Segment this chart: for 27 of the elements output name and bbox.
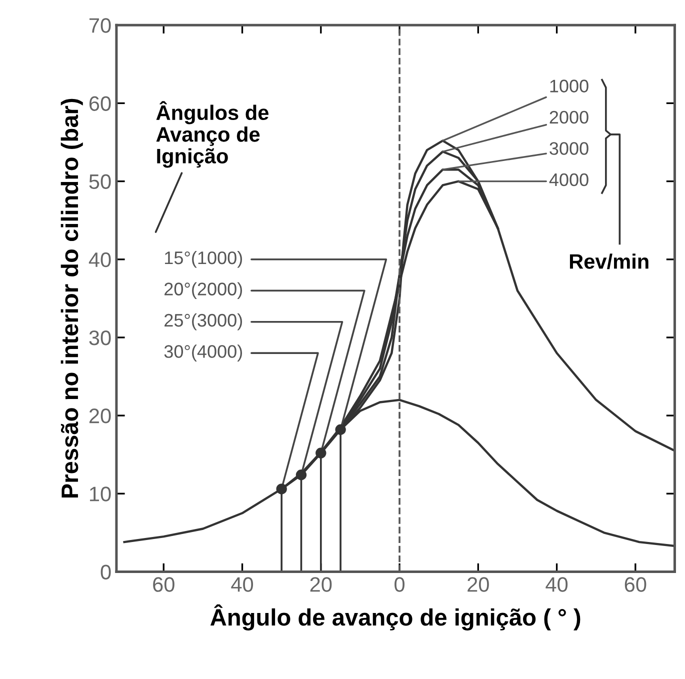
- x-tick-label: 0: [394, 577, 404, 592]
- text: 3000: [550, 142, 588, 155]
- x-tick-label: 40: [231, 577, 254, 592]
- text: 1000: [550, 80, 588, 92]
- annotation: 30°(4000): [164, 344, 242, 362]
- x-tick-label: 60: [624, 577, 646, 592]
- x-tick-label: 40: [546, 577, 568, 592]
- text: 2000: [550, 110, 588, 124]
- text: 4000: [549, 173, 588, 186]
- annotation: Ângulos de Avanço de Ignição: [156, 101, 268, 168]
- x-axis-title: Ângulo de avanço de ignição ( ° ): [210, 604, 580, 630]
- y-tick-label: 10: [90, 486, 111, 502]
- x-tick-label: 60: [153, 577, 174, 592]
- y-tick-label: 20: [89, 408, 111, 424]
- annotation: 20°(2000): [164, 282, 242, 300]
- y-tick-label: 50: [89, 174, 111, 190]
- y-axis-title: Pressão no interior do cilindro (bar): [60, 98, 83, 498]
- y-tick-label: 40: [88, 252, 111, 268]
- annotation: 15°(1000): [165, 250, 242, 268]
- annotation: Rev/min: [570, 254, 648, 270]
- annotation: 25°(3000): [164, 313, 242, 330]
- x-tick-label: 20: [468, 577, 489, 592]
- y-tick-label: 60: [89, 96, 111, 111]
- y-tick-label: 30: [89, 330, 111, 346]
- y-tick-label: 70: [89, 18, 111, 33]
- y-tick-label: 0: [100, 564, 111, 580]
- x-tick-label: 20: [310, 577, 332, 592]
